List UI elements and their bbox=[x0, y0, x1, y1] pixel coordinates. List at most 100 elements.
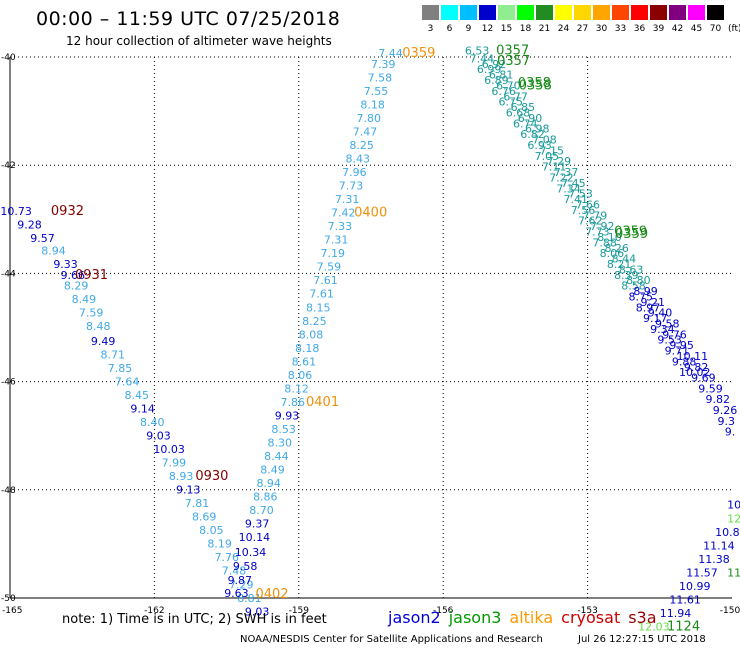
wave-height-label: 9.63 bbox=[224, 587, 249, 600]
wave-height-label: 8.18 bbox=[360, 98, 385, 111]
scale-swatch bbox=[669, 5, 686, 20]
wave-height-label: 8.53 bbox=[271, 423, 296, 436]
wave-height-label: 7.29 bbox=[229, 578, 254, 591]
scale-label: 42 bbox=[671, 24, 684, 34]
wave-height-label: 8.06 bbox=[288, 369, 313, 382]
scale-swatch bbox=[555, 5, 572, 20]
scale-label: 15 bbox=[500, 24, 513, 34]
latitude-tick-label: -50 bbox=[1, 594, 16, 604]
wave-height-label: 11.94 bbox=[660, 607, 692, 620]
wave-height-label: 8.25 bbox=[302, 315, 327, 328]
wave-height-label: 9.33 bbox=[53, 258, 78, 271]
wave-height-label: 7.34 bbox=[556, 182, 581, 195]
wave-height-label: 8.93 bbox=[169, 470, 194, 483]
wave-height-label: 10.11 bbox=[677, 350, 709, 363]
wave-height-label: 8.44 bbox=[264, 450, 289, 463]
wave-height-label: 8.19 bbox=[207, 538, 232, 551]
wave-height-label: 6.90 bbox=[518, 112, 543, 125]
pass-time-label: 0357 bbox=[496, 43, 529, 58]
scale-swatch bbox=[612, 5, 629, 20]
wave-height-label: 7.86 bbox=[281, 396, 306, 409]
latitude-tick-label: -40 bbox=[1, 53, 16, 63]
wave-height-label: 9.21 bbox=[641, 296, 666, 309]
scale-label: 18 bbox=[519, 24, 532, 34]
wave-height-label: 7.81 bbox=[185, 497, 210, 510]
wave-height-label: 8.48 bbox=[86, 320, 111, 333]
pass-time-label: 0930 bbox=[195, 469, 228, 484]
wave-height-label: 7.39 bbox=[371, 58, 396, 71]
wave-height-label: 7.58 bbox=[368, 71, 393, 84]
wave-height-label: 7.79 bbox=[583, 209, 608, 222]
wave-height-label: 7.22 bbox=[549, 171, 574, 184]
wave-height-label: 7.61 bbox=[309, 288, 334, 301]
wave-height-label: 7.45 bbox=[561, 177, 586, 190]
wave-height-label: 7.96 bbox=[342, 166, 367, 179]
wave-height-label: 7.80 bbox=[357, 112, 382, 125]
wave-height-label: 8.29 bbox=[64, 280, 89, 293]
wave-height-label: 10.02 bbox=[679, 366, 711, 379]
wave-height-label: 7.48 bbox=[222, 565, 247, 578]
wave-height-label: 7.73 bbox=[339, 180, 364, 193]
wave-height-label: 12. bbox=[727, 512, 740, 525]
scale-swatch bbox=[593, 5, 610, 20]
wave-height-label: 8.06 bbox=[600, 247, 625, 260]
pass-time-label: 0931 bbox=[75, 268, 108, 283]
longitude-tick-label: -165 bbox=[2, 606, 22, 616]
wave-height-label: 9.58 bbox=[655, 318, 680, 331]
wave-height-label: 9. bbox=[725, 426, 736, 439]
scale-label: 3 bbox=[427, 24, 434, 34]
scale-label: 36 bbox=[633, 24, 646, 34]
wave-height-label: 10.03 bbox=[153, 443, 185, 456]
pass-time-label: 0359 bbox=[615, 227, 648, 242]
scale-label: 70 bbox=[709, 24, 722, 34]
wave-height-label: 8.75 bbox=[629, 290, 654, 303]
satellite-legend-item: cryosat bbox=[561, 608, 621, 627]
wave-height-label: 8.40 bbox=[140, 416, 165, 429]
wave-height-label: 9.37 bbox=[245, 518, 270, 531]
wave-height-label: 7.76 bbox=[215, 551, 240, 564]
wave-height-label: 8.63 bbox=[619, 263, 644, 276]
pass-time-label: 0401 bbox=[306, 395, 339, 410]
wave-height-label: 9.93 bbox=[275, 409, 300, 422]
wave-height-label: 8.12 bbox=[284, 382, 309, 395]
wave-height-label: 7.62 bbox=[578, 215, 603, 228]
wave-height-label: 8.71 bbox=[100, 348, 125, 361]
wave-height-label: 9.95 bbox=[669, 339, 694, 352]
longitude-tick-label: -159 bbox=[289, 606, 310, 616]
pass-time-label: 0358 bbox=[519, 78, 552, 93]
wave-height-label: 7.61 bbox=[313, 274, 338, 287]
wave-height-label: 7.05 bbox=[535, 150, 560, 163]
wave-height-label: 7.08 bbox=[532, 134, 557, 147]
wave-height-label: 8.10 bbox=[597, 231, 622, 244]
wave-height-label: 6.75 bbox=[499, 96, 524, 109]
scale-swatch bbox=[460, 5, 477, 20]
wave-height-label: 7.44 bbox=[470, 52, 495, 65]
wave-height-label: 9.3 bbox=[718, 415, 736, 428]
wave-height-label: 8.43 bbox=[345, 152, 370, 165]
wave-height-label: 6.53 bbox=[465, 44, 490, 57]
scale-swatch bbox=[650, 5, 667, 20]
scale-unit-label: (ft) bbox=[728, 24, 740, 34]
scale-label: 9 bbox=[465, 24, 472, 34]
wave-height-label: 6.70 bbox=[496, 79, 521, 92]
scale-label: 12 bbox=[481, 24, 494, 34]
wave-height-label: 6.74 bbox=[513, 117, 538, 130]
pass-time-label: 0400 bbox=[354, 206, 387, 221]
longitude-tick-label: -153 bbox=[577, 606, 597, 616]
scale-swatch bbox=[536, 5, 553, 20]
satellite-legend-item: jason3 bbox=[448, 608, 502, 627]
wave-height-label: 7.92 bbox=[590, 220, 615, 233]
scale-label: 30 bbox=[595, 24, 608, 34]
wave-height-label: 9.28 bbox=[17, 218, 42, 231]
satellite-legend-item: altika bbox=[509, 608, 554, 627]
wave-height-label: 8.44 bbox=[612, 253, 637, 266]
units-note: note: 1) Time is in UTC; 2) SWH is in fe… bbox=[62, 612, 327, 627]
wave-height-label: 7.53 bbox=[568, 188, 593, 201]
wave-height-label: 8.61 bbox=[292, 355, 317, 368]
wave-height-label: 7.37 bbox=[554, 166, 579, 179]
wave-height-label: 10.83 bbox=[715, 526, 740, 539]
wave-height-label: 7.73 bbox=[585, 226, 610, 239]
wave-height-label: 7.88 bbox=[592, 236, 617, 249]
wave-height-label: 7.99 bbox=[162, 457, 187, 470]
